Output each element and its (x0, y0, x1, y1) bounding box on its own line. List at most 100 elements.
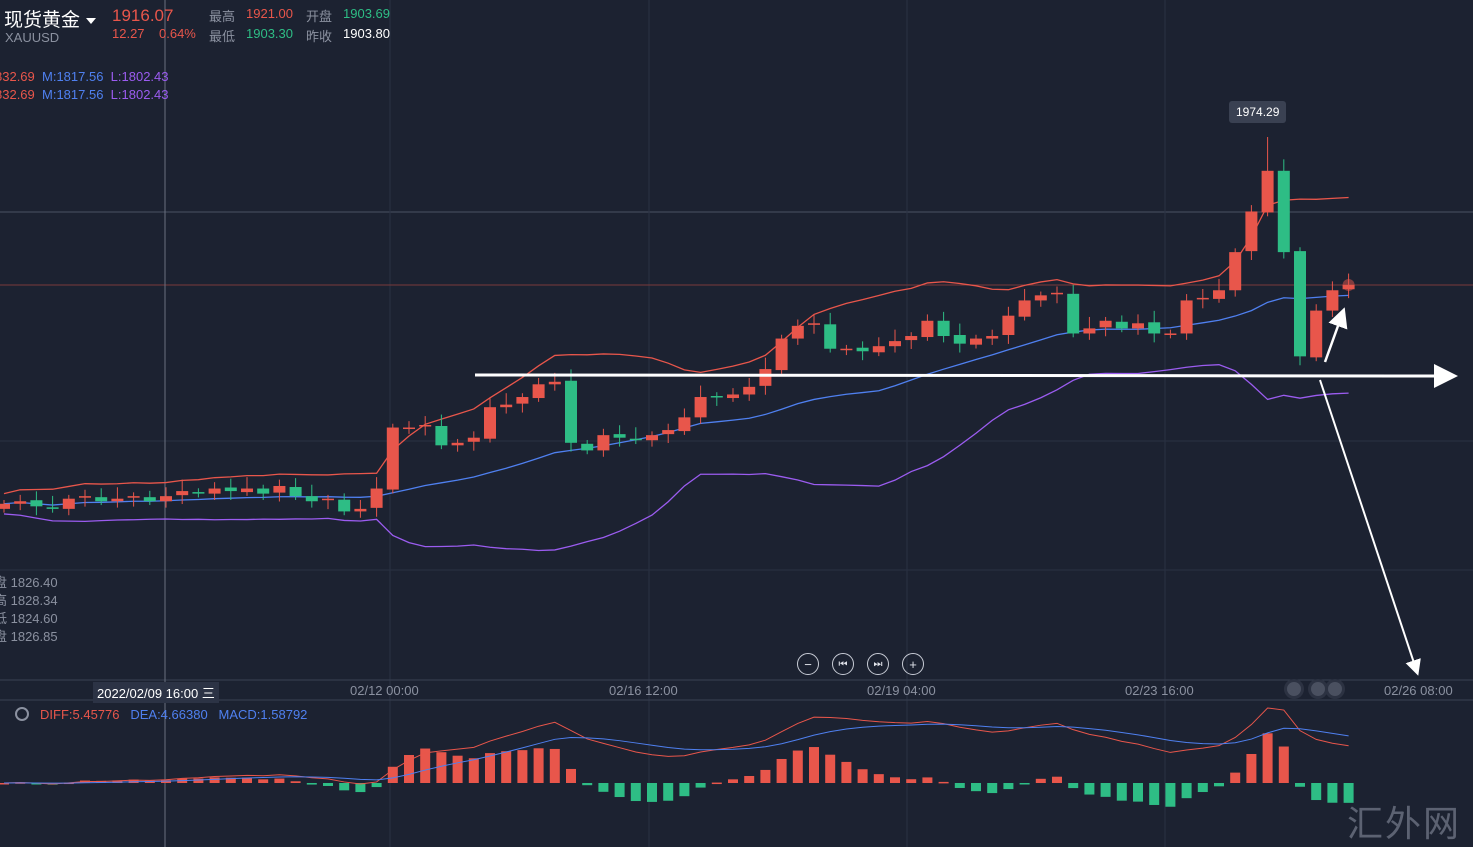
high-label: 最高 (209, 9, 236, 24)
dropdown-caret-icon (86, 17, 97, 24)
candle-body (808, 323, 820, 325)
instrument-selector[interactable]: 现货黄金 (4, 5, 97, 32)
macd-bar (209, 777, 220, 783)
macd-bar (1116, 783, 1127, 801)
candle-body (192, 492, 205, 494)
macd-bar (1052, 776, 1062, 783)
time-tick: 02/16 12:00 (609, 683, 678, 698)
macd-bar (776, 758, 787, 783)
candle-body (1196, 297, 1209, 300)
macd-bar (371, 783, 382, 788)
low-label: 最低 (209, 29, 236, 44)
macd-bar (436, 752, 447, 783)
pager-dot[interactable] (1311, 682, 1325, 696)
macd-bar (792, 750, 803, 783)
open-label: 开盘 (306, 9, 333, 24)
candle-body (111, 498, 124, 502)
candle-body (694, 397, 707, 418)
macd-bar (339, 783, 350, 791)
macd-bar (193, 778, 204, 783)
candle-body (1115, 321, 1128, 329)
last-price: 1916.07 (112, 6, 174, 25)
candle-body (548, 381, 561, 385)
high-value: 1921.00 (246, 6, 293, 21)
boll-mid-line (3, 294, 1349, 506)
candle-body (921, 320, 934, 338)
settings-gear-icon[interactable] (15, 707, 29, 721)
boll-lower-line (3, 364, 1349, 552)
candle-body (46, 507, 59, 509)
up-arrow (1323, 307, 1348, 363)
macd-bar (566, 768, 576, 783)
macd-bar (1165, 783, 1176, 807)
candle-body (500, 404, 513, 408)
macd-bar (890, 777, 900, 783)
candle-body (532, 384, 545, 399)
candle-body (208, 488, 221, 494)
macd-legend: DIFF:5.45776 DEA:4.66380 MACD:1.58792 (40, 707, 308, 722)
pager-dot[interactable] (1328, 682, 1342, 696)
candle-body (1180, 300, 1193, 334)
macd-bar (954, 783, 965, 788)
macd-bar (825, 754, 836, 783)
live-price-dot (1342, 279, 1355, 291)
pager-dot[interactable] (1287, 682, 1301, 696)
candle-body (484, 407, 496, 439)
candle-body (646, 435, 658, 441)
macd-bar (355, 783, 366, 793)
candle-body (127, 496, 140, 498)
macd-bar (1311, 783, 1322, 801)
macd-bar (1214, 783, 1224, 787)
scroll-right-button[interactable]: ⏭ (867, 653, 889, 675)
macd-bar (501, 751, 512, 783)
candle-body (889, 341, 901, 347)
candle-body (581, 443, 594, 451)
macd-bar (420, 748, 431, 783)
macd-bar (290, 781, 301, 783)
macd-bar (1100, 783, 1111, 797)
candle-body (516, 397, 529, 404)
macd-bar (1149, 783, 1160, 805)
macd-bar (711, 782, 722, 785)
scroll-left-button[interactable]: ⏮ (832, 653, 854, 675)
change: 12.27 (112, 26, 145, 41)
macd-bar (306, 783, 317, 785)
candle-body (467, 437, 480, 442)
boll-legend-1: 832.69 M:1817.56 L:1802.43 (0, 69, 169, 84)
candle-body (759, 369, 772, 386)
candle-body (872, 346, 885, 353)
symbol: XAUUSD (5, 30, 60, 45)
candle-body (289, 487, 302, 497)
zoom-out-button[interactable]: − (797, 653, 819, 675)
candle-body (743, 386, 756, 395)
candle-body (662, 430, 675, 435)
candle-body (1083, 328, 1096, 334)
macd-bar (760, 769, 771, 783)
candle-body (354, 508, 367, 512)
macd-bar (857, 769, 868, 783)
macd-bar (873, 774, 884, 783)
candle-body (30, 500, 43, 507)
macd-bar (517, 750, 528, 783)
change-pct: 0.64% (159, 26, 196, 41)
zoom-in-button[interactable]: + (902, 653, 924, 675)
macd-bar (744, 775, 755, 783)
candle-body (0, 503, 10, 509)
macd-bar (274, 778, 285, 783)
candle-body (710, 396, 723, 398)
candle-body (840, 348, 853, 351)
macd-bar (987, 783, 998, 794)
candle-body (435, 426, 448, 446)
macd-bar (258, 779, 269, 783)
candle-body (305, 496, 318, 502)
time-tick: 02/26 08:00 (1384, 683, 1453, 698)
candle-body (419, 424, 432, 427)
candle-body (1002, 315, 1015, 335)
candle-body (937, 320, 950, 337)
macd-bar (1181, 783, 1192, 799)
candle-body (791, 325, 804, 339)
macd-bar (630, 783, 641, 802)
low-value: 1903.30 (246, 26, 293, 41)
candle-body (273, 485, 286, 493)
